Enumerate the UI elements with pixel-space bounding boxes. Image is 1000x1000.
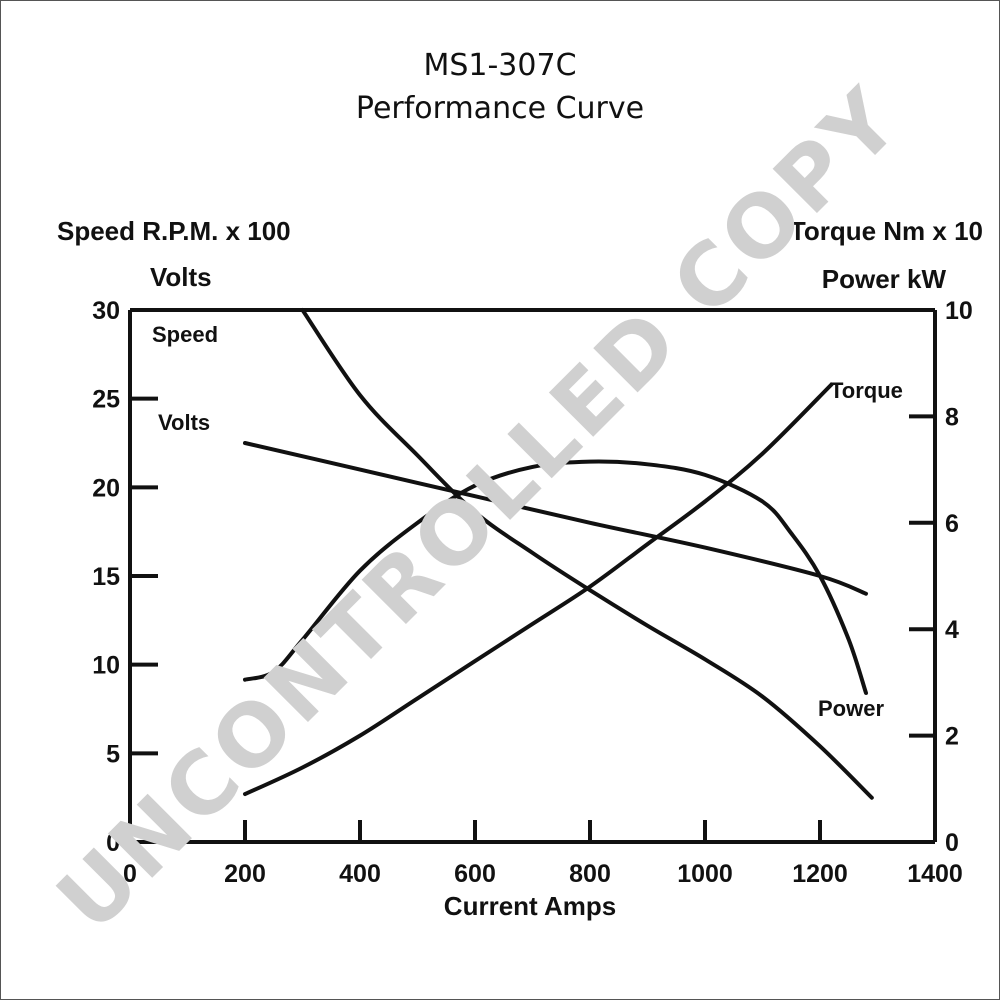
uncontrolled-copy-watermark: UNCONTROLLED COPY — [39, 69, 921, 951]
x-tick-label-800: 800 — [569, 860, 611, 888]
volts-curve — [243, 441, 868, 596]
power-curve — [243, 459, 868, 695]
y-left-tick-label-20: 20 — [92, 474, 120, 502]
y-left-tick-label-25: 25 — [92, 386, 120, 414]
y-right-tick-label-0: 0 — [945, 829, 959, 857]
x-tick-label-200: 200 — [224, 860, 266, 888]
y-left-tick-label-30: 30 — [92, 297, 120, 325]
y-left-tick-label-15: 15 — [92, 563, 120, 591]
y-right-tick-label-6: 6 — [945, 510, 959, 538]
left-axis-title-speed: Speed R.P.M. x 100 — [57, 216, 291, 246]
power-series-label: Power — [818, 696, 884, 721]
x-axis-title: Current Amps — [444, 891, 616, 921]
ticks: 0 200 400 600 800 1000 1200 1400 0 5 10 15 20 25 30 0 2 4… — [92, 297, 973, 888]
x-tick-label-0: 0 — [123, 860, 137, 888]
left-axis-title-volts: Volts — [150, 262, 212, 292]
right-axis-title-power: Power kW — [822, 264, 947, 294]
speed-series-label: Speed — [152, 322, 218, 347]
y-right-tick-label-8: 8 — [945, 403, 959, 431]
y-left-tick-label-10: 10 — [92, 652, 120, 680]
right-axis-title-torque: Torque Nm x 10 — [790, 216, 983, 246]
y-left-tick-label-5: 5 — [106, 740, 120, 768]
x-tick-label-400: 400 — [339, 860, 381, 888]
chart-subtitle: Performance Curve — [356, 91, 644, 126]
x-tick-label-1400: 1400 — [907, 860, 963, 888]
x-tick-label-600: 600 — [454, 860, 496, 888]
volts-series-label: Volts — [158, 410, 210, 435]
x-tick-label-1200: 1200 — [792, 860, 848, 888]
y-left-tick-label-0: 0 — [106, 829, 120, 857]
y-right-tick-label-10: 10 — [945, 297, 973, 325]
y-right-tick-label-4: 4 — [945, 616, 959, 644]
series-lines — [243, 308, 874, 800]
x-tick-label-1000: 1000 — [677, 860, 733, 888]
chart-title: MS1-307C — [423, 48, 576, 83]
torque-series-label: Torque — [830, 378, 903, 403]
y-right-tick-label-2: 2 — [945, 723, 959, 751]
